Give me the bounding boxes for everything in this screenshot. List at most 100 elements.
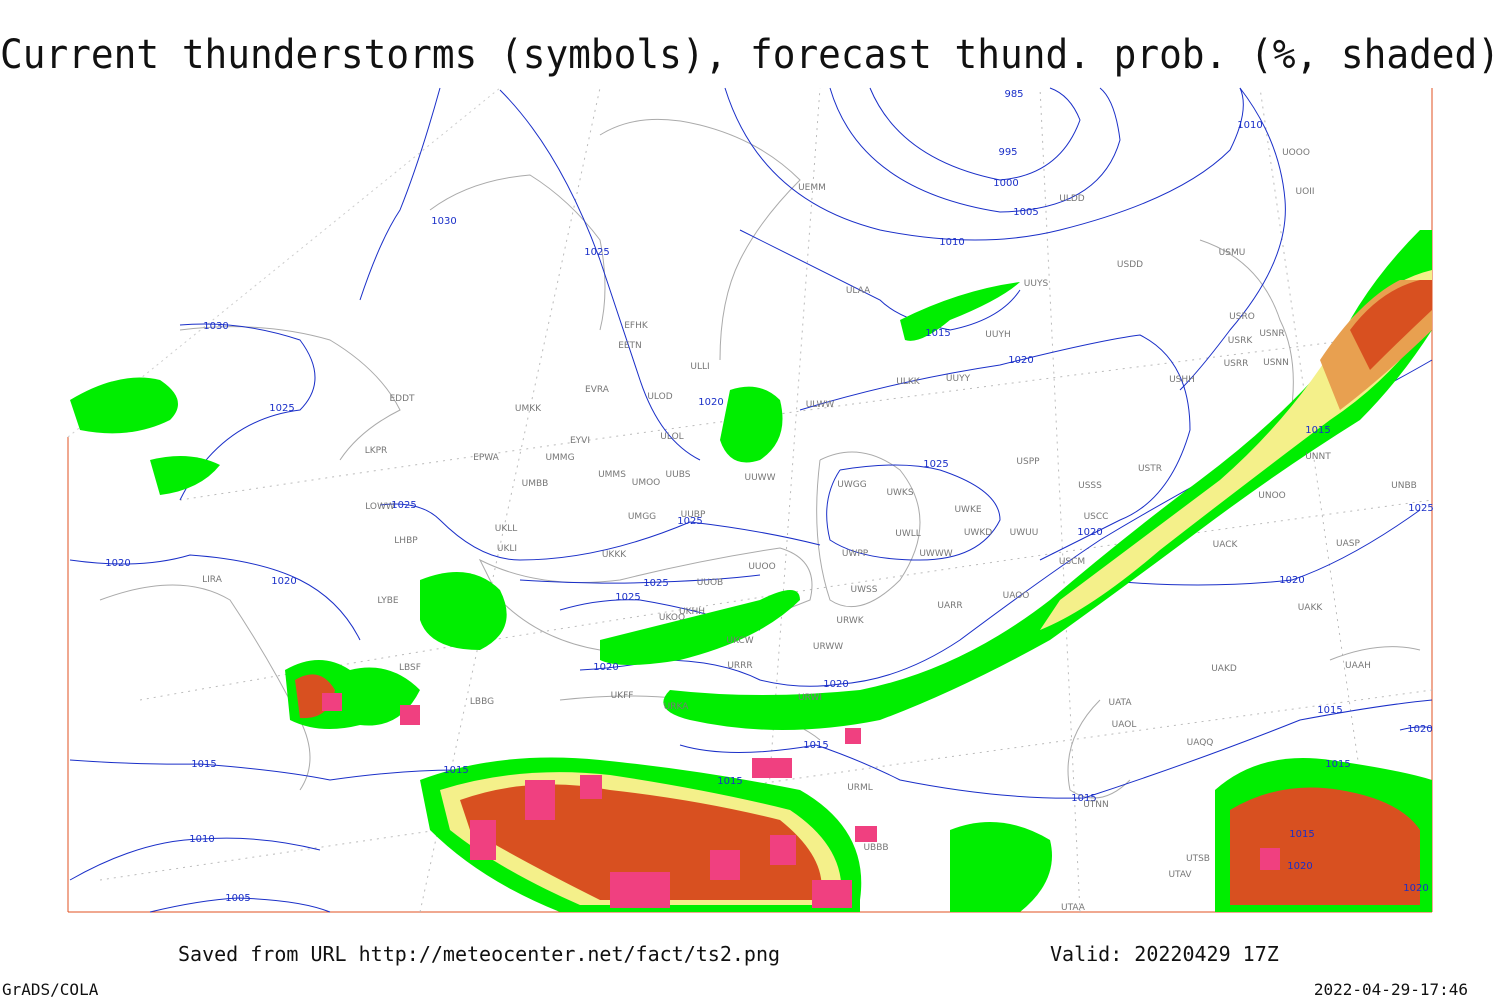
storm-symbols bbox=[322, 693, 1280, 908]
station-label: LIRA bbox=[202, 575, 223, 585]
station-label: UNNT bbox=[1305, 452, 1331, 462]
timestamp: 2022-04-29-17:46 bbox=[1314, 980, 1468, 999]
station-label: UTAV bbox=[1168, 870, 1192, 880]
station-label: UAQQ bbox=[1187, 738, 1214, 748]
station-label: URKA bbox=[664, 702, 690, 712]
station-label: USNN bbox=[1263, 358, 1289, 368]
station-label: UWLL bbox=[895, 529, 921, 539]
station-label: UTSB bbox=[1186, 854, 1210, 864]
station-label: UKOO bbox=[659, 613, 685, 623]
station-label: UUWW bbox=[745, 473, 776, 483]
station-label: UMOO bbox=[632, 478, 661, 488]
isobar-label: 1020 bbox=[1279, 575, 1304, 586]
station-label: USDD bbox=[1117, 260, 1143, 270]
station-label: USCM bbox=[1059, 557, 1085, 567]
isobar-label: 1025 bbox=[269, 403, 294, 414]
station-label: UWPP bbox=[842, 549, 869, 559]
isobar-label: 1025 bbox=[923, 459, 948, 470]
station-label: USRK bbox=[1228, 336, 1254, 346]
station-label: UUYS bbox=[1024, 279, 1049, 289]
station-label: UKCW bbox=[726, 636, 753, 646]
isobar-label: 1020 bbox=[1403, 883, 1428, 894]
station-label: EVRA bbox=[585, 385, 610, 395]
station-label: URRR bbox=[727, 661, 752, 671]
isobar-label: 1020 bbox=[698, 397, 723, 408]
isobar-label: 1015 bbox=[1071, 793, 1096, 804]
isobar-label: 1020 bbox=[823, 679, 848, 690]
station-label: LBBG bbox=[470, 697, 494, 707]
station-label: UWKE bbox=[954, 505, 981, 515]
valid-time: Valid: 20220429 17Z bbox=[1050, 942, 1279, 966]
station-label: URWW bbox=[813, 642, 843, 652]
station-label: UWWW bbox=[919, 549, 952, 559]
station-label: UAOO bbox=[1003, 591, 1030, 601]
isobar-label: 1020 bbox=[1407, 724, 1432, 735]
isobar-label: 1015 bbox=[1317, 705, 1342, 716]
station-label: UWGG bbox=[837, 480, 866, 490]
isobar-label: 1015 bbox=[1305, 425, 1330, 436]
isobar-label: 1015 bbox=[925, 328, 950, 339]
source-note: Saved from URL http://meteocenter.net/fa… bbox=[178, 942, 780, 966]
station-label: UMMS bbox=[598, 470, 626, 480]
station-label: UARR bbox=[937, 601, 962, 611]
station-label: UATA bbox=[1108, 698, 1132, 708]
station-label: ULLI bbox=[690, 362, 709, 372]
station-label: URML bbox=[847, 783, 873, 793]
isobar-label: 1025 bbox=[677, 516, 702, 527]
isobar-label: 1020 bbox=[1287, 861, 1312, 872]
isobars bbox=[69, 87, 1433, 913]
isobar-label: 995 bbox=[998, 147, 1017, 158]
station-label: UEMM bbox=[798, 183, 826, 193]
station-label: UUBS bbox=[666, 470, 691, 480]
station-label: EDDT bbox=[389, 394, 415, 404]
station-label: LKPR bbox=[365, 446, 388, 456]
station-label: UASP bbox=[1336, 539, 1360, 549]
station-label: UWKD bbox=[964, 528, 992, 538]
isobar-label: 1030 bbox=[203, 321, 228, 332]
map-title: Current thunderstorms (symbols), forecas… bbox=[0, 32, 1500, 78]
station-label: UWKS bbox=[886, 488, 913, 498]
isobar-label: 1025 bbox=[1408, 503, 1433, 514]
isobar-label: 1015 bbox=[717, 776, 742, 787]
isobar-label: 1020 bbox=[105, 558, 130, 569]
station-label: EETN bbox=[618, 341, 642, 351]
station-label: UWSS bbox=[851, 585, 878, 595]
station-label: UKFF bbox=[611, 691, 634, 701]
station-label: UAKK bbox=[1298, 603, 1324, 613]
station-label: UAOL bbox=[1112, 720, 1137, 730]
station-label: UKLI bbox=[497, 544, 517, 554]
isobar-label: 1010 bbox=[189, 834, 214, 845]
station-label: USCC bbox=[1084, 512, 1109, 522]
station-label: USHH bbox=[1169, 375, 1195, 385]
station-label: UNBB bbox=[1391, 481, 1417, 491]
station-label: EYVI bbox=[570, 436, 590, 446]
station-label: ULOD bbox=[647, 392, 672, 402]
station-label: UUBP bbox=[681, 510, 706, 520]
station-label: USNR bbox=[1259, 329, 1284, 339]
station-label: UUOB bbox=[697, 578, 723, 588]
station-label: ULDD bbox=[1059, 194, 1085, 204]
isobar-label: 1010 bbox=[1237, 120, 1262, 131]
isobar-label: 1000 bbox=[993, 178, 1018, 189]
isobar-label: 985 bbox=[1004, 89, 1023, 100]
station-label: URWI bbox=[798, 693, 822, 703]
station-label: ULOL bbox=[660, 432, 683, 442]
station-label: USTR bbox=[1138, 464, 1162, 474]
station-label: UAAH bbox=[1345, 661, 1371, 671]
station-label: LHBP bbox=[394, 536, 418, 546]
station-label: UTNN bbox=[1083, 800, 1109, 810]
station-label: UAKD bbox=[1211, 664, 1237, 674]
software-credit: GrADS/COLA bbox=[2, 980, 99, 999]
isobar-label: 1020 bbox=[271, 576, 296, 587]
isobar-label: 1025 bbox=[584, 247, 609, 258]
station-label: UMKK bbox=[515, 404, 542, 414]
station-label: UKLL bbox=[495, 524, 518, 534]
station-label: UKKK bbox=[602, 550, 627, 560]
station-label: LYBE bbox=[377, 596, 398, 606]
station-label: URWK bbox=[836, 616, 864, 626]
station-label: USRR bbox=[1224, 359, 1249, 369]
station-label: UKHH bbox=[679, 607, 705, 617]
station-label: UTAA bbox=[1061, 903, 1086, 913]
